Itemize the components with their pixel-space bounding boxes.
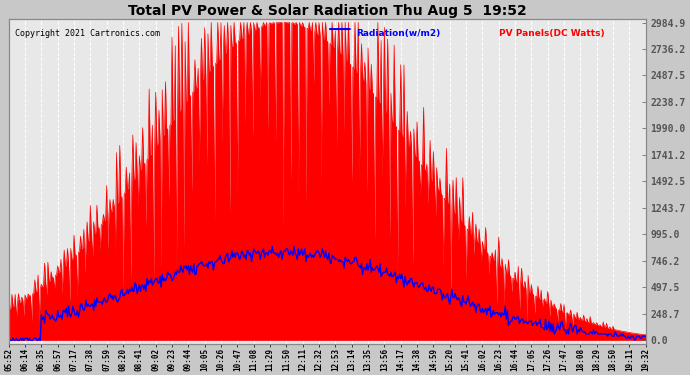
Text: Copyright 2021 Cartronics.com: Copyright 2021 Cartronics.com [15,29,160,38]
Title: Total PV Power & Solar Radiation Thu Aug 5  19:52: Total PV Power & Solar Radiation Thu Aug… [128,4,526,18]
Text: PV Panels(DC Watts): PV Panels(DC Watts) [499,29,605,38]
Text: Radiation(w/m2): Radiation(w/m2) [356,29,440,38]
